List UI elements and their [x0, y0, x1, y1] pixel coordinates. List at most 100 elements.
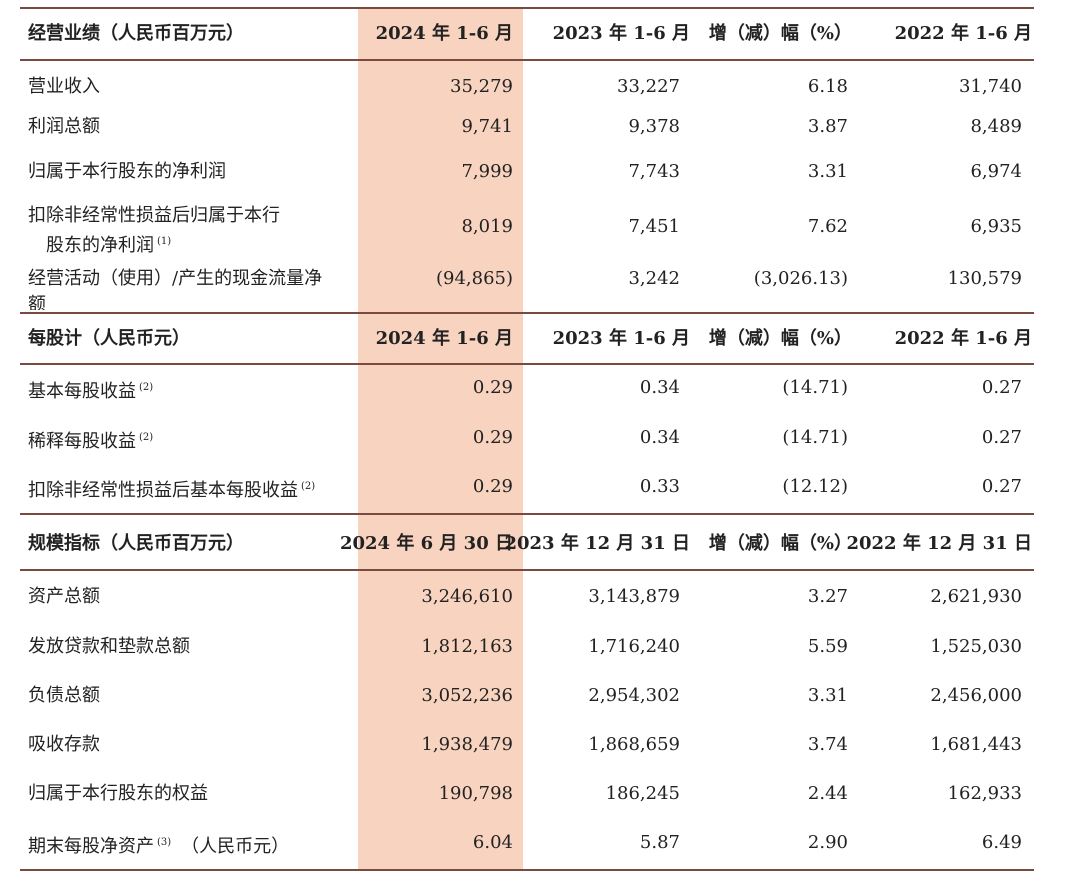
- cell-value: 1,681,443: [930, 734, 1022, 755]
- label-text: 吸收存款: [28, 734, 100, 755]
- column-header: 增（减）幅（%）: [708, 328, 852, 349]
- cell-value: 5.59: [807, 636, 848, 657]
- cell-value: 2,621,930: [930, 586, 1022, 607]
- row-label: 期末每股净资产 (3) （人民币元）: [28, 832, 289, 858]
- label-text: 归属于本行股东的净利润: [28, 161, 226, 182]
- cell-value: 6,974: [970, 161, 1022, 182]
- footnote-ref: (2): [301, 481, 316, 492]
- column-header: 2023 年 1-6 月: [552, 23, 690, 44]
- cell-value: 0.29: [472, 427, 513, 448]
- cell-value: 0.34: [639, 377, 680, 398]
- label-text: 扣除非经常性损益后基本每股收益: [28, 480, 298, 501]
- column-header: 2023 年 12 月 31 日: [504, 533, 690, 554]
- cell-value: 0.27: [981, 476, 1022, 497]
- cell-value: 8,019: [461, 216, 513, 237]
- rule: [20, 363, 1034, 365]
- cell-value: 130,579: [947, 268, 1022, 289]
- row-label: 营业收入: [28, 76, 100, 98]
- label-text: 营业收入: [28, 76, 100, 97]
- cell-value: 1,716,240: [588, 636, 680, 657]
- cell-value: 3.74: [807, 734, 848, 755]
- label-text: 负债总额: [28, 685, 100, 706]
- column-header: 2024 年 1-6 月: [375, 328, 513, 349]
- row-label: 利润总额: [28, 116, 100, 138]
- footnote-ref: (2): [139, 432, 154, 443]
- cell-value: 5.87: [639, 832, 680, 853]
- cell-value: 31,740: [959, 76, 1022, 97]
- cell-value: 0.27: [981, 427, 1022, 448]
- cell-value: 6,935: [970, 216, 1022, 237]
- cell-value: 7,999: [461, 161, 513, 182]
- rule: [20, 311, 1034, 315]
- rule: [20, 868, 1034, 872]
- row-label: 吸收存款: [28, 734, 100, 756]
- cell-value: 6.18: [807, 76, 848, 97]
- rule: [20, 7, 1034, 9]
- highlight-column: [358, 8, 523, 870]
- label-text: 资产总额: [28, 586, 100, 607]
- cell-value: 1,868,659: [588, 734, 680, 755]
- cell-value: 7.62: [807, 216, 848, 237]
- footnote-ref: (1): [157, 236, 172, 247]
- label-text: 期末每股净资产: [28, 836, 154, 857]
- rule: [20, 512, 1034, 516]
- cell-value: 1,812,163: [421, 636, 513, 657]
- cell-value: 1,525,030: [930, 636, 1022, 657]
- row-label: 归属于本行股东的净利润: [28, 161, 226, 183]
- cell-value: 0.29: [472, 377, 513, 398]
- cell-value: 0.27: [981, 377, 1022, 398]
- cell-value: 3.27: [807, 586, 848, 607]
- label-text: 扣除非经常性损益后归属于本行: [28, 205, 280, 226]
- cell-value: 3,052,236: [421, 685, 513, 706]
- cell-value: (12.12): [782, 476, 848, 497]
- cell-value: 9,378: [628, 116, 680, 137]
- section-title: 经营业绩（人民币百万元）: [28, 23, 244, 44]
- cell-value: 3,246,610: [421, 586, 513, 607]
- column-header: 增（减）幅（%）: [708, 23, 852, 44]
- column-header: 2022 年 1-6 月: [894, 23, 1032, 44]
- cell-value: 162,933: [947, 783, 1022, 804]
- cell-value: 2,456,000: [930, 685, 1022, 706]
- column-header: 2023 年 1-6 月: [552, 328, 690, 349]
- rule: [20, 59, 1034, 61]
- cell-value: 9,741: [461, 116, 513, 137]
- cell-value: 3.31: [807, 161, 848, 182]
- label-text: 稀释每股收益: [28, 431, 136, 452]
- cell-value: 3.31: [807, 685, 848, 706]
- cell-value: 0.34: [639, 427, 680, 448]
- cell-value: 8,489: [970, 116, 1022, 137]
- cell-value: 3.87: [807, 116, 848, 137]
- label-clip: 经营活动（使用）/产生的现金流量净额: [0, 0, 358, 310]
- cell-value: 35,279: [450, 76, 513, 97]
- row-label: 股东的净利润 (1): [46, 231, 171, 257]
- label-text: 经营活动（使用）/产生的现金流量净: [28, 268, 323, 289]
- cell-value: 2,954,302: [588, 685, 680, 706]
- row-label: 资产总额: [28, 586, 100, 608]
- rule: [20, 569, 1034, 571]
- column-header: 2022 年 1-6 月: [894, 328, 1032, 349]
- row-label: 额: [28, 294, 46, 310]
- cell-value: (94,865): [435, 268, 513, 289]
- column-header: 2022 年 12 月 31 日: [846, 533, 1032, 554]
- row-label: 经营活动（使用）/产生的现金流量净: [28, 268, 322, 290]
- footnote-ref: (2): [139, 382, 154, 393]
- cell-value: 0.29: [472, 476, 513, 497]
- row-label: 基本每股收益 (2): [28, 377, 153, 403]
- section-title: 规模指标（人民币百万元）: [28, 533, 244, 554]
- cell-value: 2.90: [807, 832, 848, 853]
- label-text: 股东的净利润: [46, 235, 154, 256]
- label-text: 归属于本行股东的权益: [28, 783, 208, 804]
- cell-value: 33,227: [617, 76, 680, 97]
- cell-value: (14.71): [782, 427, 848, 448]
- row-label: 归属于本行股东的权益: [28, 783, 208, 805]
- cell-value: 3,242: [628, 268, 680, 289]
- row-label: 发放贷款和垫款总额: [28, 636, 190, 658]
- cell-value: 2.44: [807, 783, 848, 804]
- cell-value: 7,743: [628, 161, 680, 182]
- label-suffix: （人民币元）: [181, 836, 290, 857]
- label-text: 额: [28, 294, 46, 310]
- label-text: 基本每股收益: [28, 381, 136, 402]
- row-label: 扣除非经常性损益后基本每股收益 (2): [28, 476, 315, 502]
- column-header: 2024 年 1-6 月: [375, 23, 513, 44]
- cell-value: (14.71): [782, 377, 848, 398]
